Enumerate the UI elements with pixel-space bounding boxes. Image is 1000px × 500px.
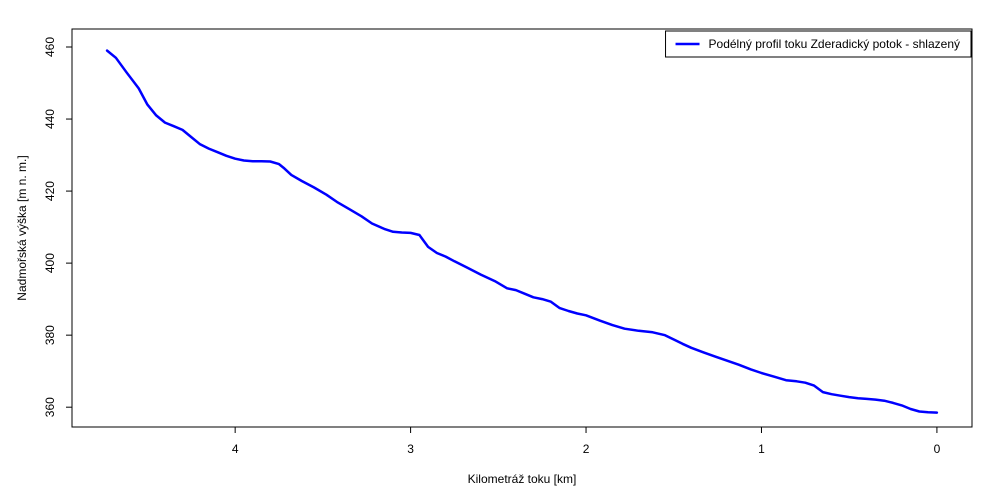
y-tick-label: 360 [43,397,57,417]
legend: Podélný profil toku Zderadický potok - s… [665,30,972,58]
x-axis-title: Kilometráž toku [km] [468,472,577,486]
x-tick-label: 2 [583,442,590,456]
x-tick-label: 4 [232,442,239,456]
y-tick-label: 400 [43,253,57,273]
y-tick-label: 420 [43,181,57,201]
series-layer [105,49,939,414]
y-tick-label: 460 [43,37,57,57]
y-tick-label: 440 [43,109,57,129]
plot-frame [71,28,973,428]
y-tick-label: 380 [43,325,57,345]
legend-box [665,30,972,58]
y-axis: 360 380 400 420 440 460 [43,37,72,417]
x-tick-label: 0 [934,442,941,456]
x-tick-label: 3 [407,442,414,456]
legend-label: Podélný profil toku Zderadický potok - s… [709,37,960,51]
x-axis: 4 3 2 1 0 [232,427,941,456]
x-tick-label: 1 [758,442,765,456]
y-axis-title: Nadmořská výška [m n. m.] [15,155,29,300]
series-line-0 [105,49,939,414]
